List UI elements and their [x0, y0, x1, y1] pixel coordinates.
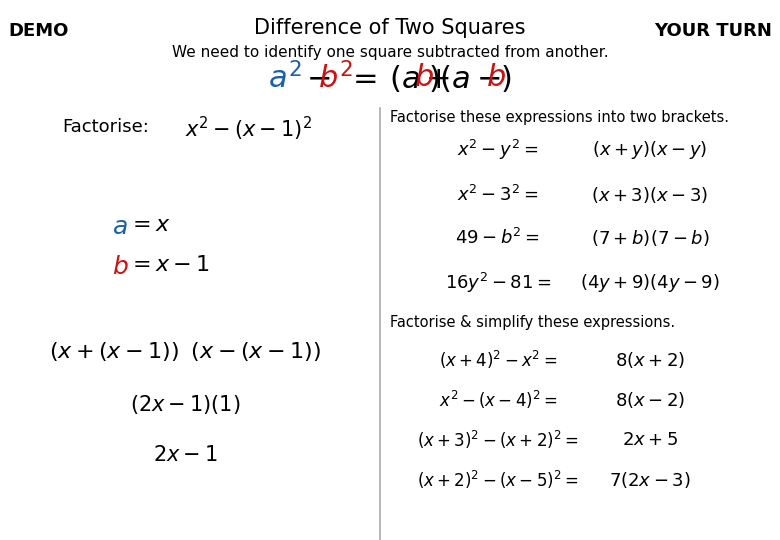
Text: $\mathit{a}$: $\mathit{a}$	[112, 215, 128, 239]
Text: YOUR TURN: YOUR TURN	[654, 22, 772, 40]
Text: $\,-\,$: $\,-\,$	[296, 64, 331, 92]
Text: $(x+4)^2 - x^2 =$: $(x+4)^2 - x^2 =$	[439, 349, 557, 371]
Text: $)$: $)$	[501, 63, 512, 93]
Text: $b$: $b$	[487, 64, 506, 92]
Text: $2x - 1$: $2x - 1$	[153, 445, 218, 465]
Text: $(2x-1)(1)$: $(2x-1)(1)$	[129, 393, 240, 416]
Text: We need to identify one square subtracted from another.: We need to identify one square subtracte…	[172, 45, 608, 60]
Text: Difference of Two Squares: Difference of Two Squares	[254, 18, 526, 38]
Text: $= x - 1$: $= x - 1$	[128, 255, 210, 275]
Text: $(x + (x-1))\;\;(x - (x-1))$: $(x + (x-1))\;\;(x - (x-1))$	[49, 340, 321, 363]
Text: $x^2 - 3^2 =$: $x^2 - 3^2 =$	[457, 185, 538, 205]
Text: $\,=\,(a+$: $\,=\,(a+$	[342, 63, 451, 93]
Text: $(x + y)(x - y)$: $(x + y)(x - y)$	[592, 139, 707, 161]
Text: DEMO: DEMO	[8, 22, 69, 40]
Text: $16y^2 - 81 =$: $16y^2 - 81 =$	[445, 271, 551, 295]
Text: $(x+3)^2 - (x+2)^2 =$: $(x+3)^2 - (x+2)^2 =$	[417, 429, 579, 451]
Text: $(7 + b)(7 - b)$: $(7 + b)(7 - b)$	[590, 228, 709, 248]
Text: $x^2 - (x-1)^2$: $x^2 - (x-1)^2$	[185, 115, 312, 143]
Text: $\mathit{b}$: $\mathit{b}$	[112, 255, 129, 279]
Text: $(4y + 9)(4y - 9)$: $(4y + 9)(4y - 9)$	[580, 272, 720, 294]
Text: Factorise these expressions into two brackets.: Factorise these expressions into two bra…	[390, 110, 729, 125]
Text: $7(2x - 3)$: $7(2x - 3)$	[609, 470, 690, 490]
Text: $b$: $b$	[414, 64, 434, 92]
Text: $= x$: $= x$	[128, 215, 171, 235]
Text: $8(x + 2)$: $8(x + 2)$	[615, 350, 685, 370]
Text: $x^2 - (x-4)^2 =$: $x^2 - (x-4)^2 =$	[438, 389, 557, 411]
Text: $2x + 5$: $2x + 5$	[622, 431, 678, 449]
Text: $49 - b^2 =$: $49 - b^2 =$	[456, 228, 541, 248]
Text: $a^2$: $a^2$	[268, 62, 301, 94]
Text: Factorise & simplify these expressions.: Factorise & simplify these expressions.	[390, 315, 675, 330]
Text: $(x+2)^2 - (x-5)^2 =$: $(x+2)^2 - (x-5)^2 =$	[417, 469, 579, 491]
Text: $b^2$: $b^2$	[317, 62, 353, 94]
Text: $8(x - 2)$: $8(x - 2)$	[615, 390, 685, 410]
Text: $(x + 3)(x - 3)$: $(x + 3)(x - 3)$	[591, 185, 708, 205]
Text: Factorise:: Factorise:	[62, 118, 149, 136]
Text: $)(a-$: $)(a-$	[428, 63, 502, 93]
Text: $x^2 - y^2 =$: $x^2 - y^2 =$	[457, 138, 538, 162]
